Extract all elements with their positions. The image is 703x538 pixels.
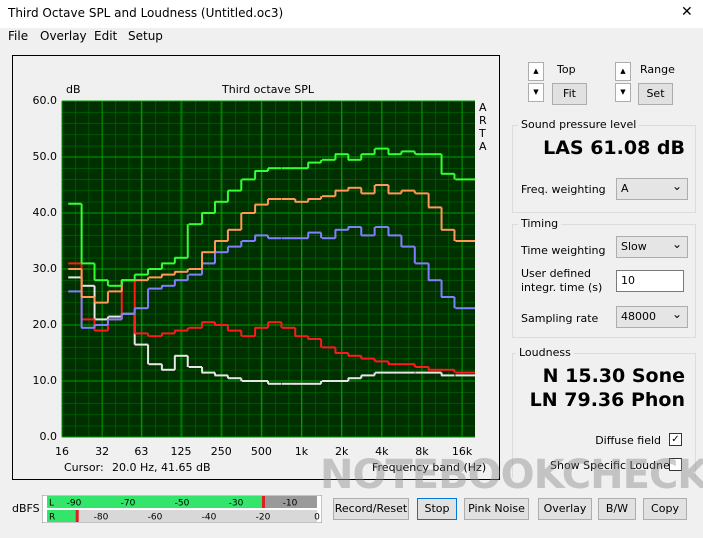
y-tick-label: 10.0	[33, 374, 58, 387]
meter-label: dBFS	[12, 502, 40, 515]
menu-item[interactable]: Setup	[128, 29, 163, 43]
top-label: Top	[557, 63, 576, 76]
meter-tick-label: -40	[202, 513, 217, 523]
spin-down[interactable]: ▼	[528, 83, 544, 102]
y-tick-label: 50.0	[33, 150, 58, 163]
meter-tick-label: -60	[148, 513, 163, 523]
meter-tick-label: -30	[229, 499, 244, 509]
title-bar: Third Octave SPL and Loudness (Untitled.…	[0, 0, 703, 28]
x-tick-label: 16	[55, 445, 69, 458]
spin-up[interactable]: ▲	[615, 62, 631, 81]
fit-button[interactable]: Fit	[552, 83, 587, 105]
meter-tick-label: -90	[67, 499, 82, 509]
y-tick-label: 20.0	[33, 318, 58, 331]
button[interactable]: Stop	[417, 498, 457, 520]
window-title: Third Octave SPL and Loudness (Untitled.…	[8, 6, 284, 20]
menu-item[interactable]: Edit	[94, 29, 118, 43]
x-tick-label: 500	[251, 445, 272, 458]
meter-track	[47, 510, 317, 522]
spin-up[interactable]: ▲	[528, 62, 544, 81]
x-tick-label: 32	[95, 445, 109, 458]
integr-input[interactable]: 10	[616, 270, 684, 292]
meter-peak	[262, 496, 265, 508]
loudness-group	[512, 353, 696, 478]
x-tick-label: 63	[134, 445, 148, 458]
loudness-n: N 15.30 Sone	[542, 365, 685, 387]
group-title: Loudness	[516, 346, 574, 359]
meter-level	[47, 510, 77, 522]
y-tick-label: 60.0	[33, 94, 58, 107]
spl-value: LAS 61.08 dB	[543, 137, 685, 159]
x-tick-label: 125	[171, 445, 192, 458]
side-label: ARTA	[479, 101, 487, 153]
x-tick-label: 4k	[375, 445, 389, 458]
channel-label: L	[49, 499, 54, 509]
meter-peak	[75, 510, 79, 522]
group-title: Sound pressure level	[518, 118, 640, 131]
x-tick-label: 8k	[415, 445, 429, 458]
button[interactable]: Pink Noise	[464, 498, 529, 520]
close-button[interactable]: ✕	[681, 4, 693, 20]
y-tick-label: 0.0	[40, 430, 58, 443]
integr-label: User defined integr. time (s)	[521, 267, 603, 294]
x-tick-label: 1k	[295, 445, 309, 458]
time-weighting-label: Time weighting	[521, 244, 606, 257]
spin-down[interactable]: ▼	[615, 83, 631, 102]
cursor-value: 20.0 Hz, 41.65 dB	[112, 461, 211, 474]
watermark: NOTEBOOKCHECK	[320, 452, 703, 498]
meter-tick-label: 0	[314, 513, 320, 523]
loudness-ln: LN 79.36 Phon	[529, 389, 685, 411]
meter-tick-label: -20	[256, 513, 271, 523]
x-tick-label: 250	[211, 445, 232, 458]
button[interactable]: Copy	[643, 498, 687, 520]
button[interactable]: Record/Reset	[333, 498, 409, 520]
y-tick-label: 40.0	[33, 206, 58, 219]
level-meter: LR -90 -70 -50 -30 -10 -80 -60 -40 -20 0	[42, 495, 322, 523]
set-button[interactable]: Set	[638, 83, 673, 105]
x-tick-label: 16k	[452, 445, 473, 458]
y-tick-label: 30.0	[33, 262, 58, 275]
cursor-label: Cursor:	[64, 461, 104, 474]
diffuse-label: Diffuse field	[595, 434, 661, 447]
specific-label: Show Specific Loudness	[550, 459, 682, 472]
x-axis-label: Frequency band (Hz)	[372, 461, 486, 474]
menu-item[interactable]: Overlay	[40, 29, 87, 43]
x-tick-label: 2k	[335, 445, 349, 458]
sampling-label: Sampling rate	[521, 312, 599, 325]
timing-group	[512, 224, 696, 338]
meter-tick-label: -10	[283, 499, 298, 509]
meter-level	[47, 496, 263, 508]
meter-tick-label: -70	[121, 499, 136, 509]
weighting-label: Freq. weighting	[521, 183, 606, 196]
weighting-select[interactable]: A	[616, 176, 688, 200]
group-title: Timing	[518, 217, 562, 230]
sampling-select[interactable]: 48000	[616, 304, 688, 328]
time-weighting-select[interactable]: Slow	[616, 234, 688, 258]
button[interactable]: B/W	[598, 498, 636, 520]
chart: dB Third octave SPL Cursor: 20.0 Hz, 41.…	[33, 83, 487, 474]
button[interactable]: Overlay	[538, 498, 592, 520]
meter-tick-label: -50	[175, 499, 190, 509]
meter-tick-label: -80	[94, 513, 109, 523]
specific-checkbox[interactable]	[669, 458, 682, 471]
range-label: Range	[640, 63, 675, 76]
channel-label: R	[49, 513, 55, 523]
diffuse-checkbox[interactable]: ✓	[669, 433, 682, 446]
menu-item[interactable]: File	[8, 29, 29, 43]
chart-title: Third octave SPL	[221, 83, 315, 96]
y-axis-label: dB	[66, 83, 81, 96]
